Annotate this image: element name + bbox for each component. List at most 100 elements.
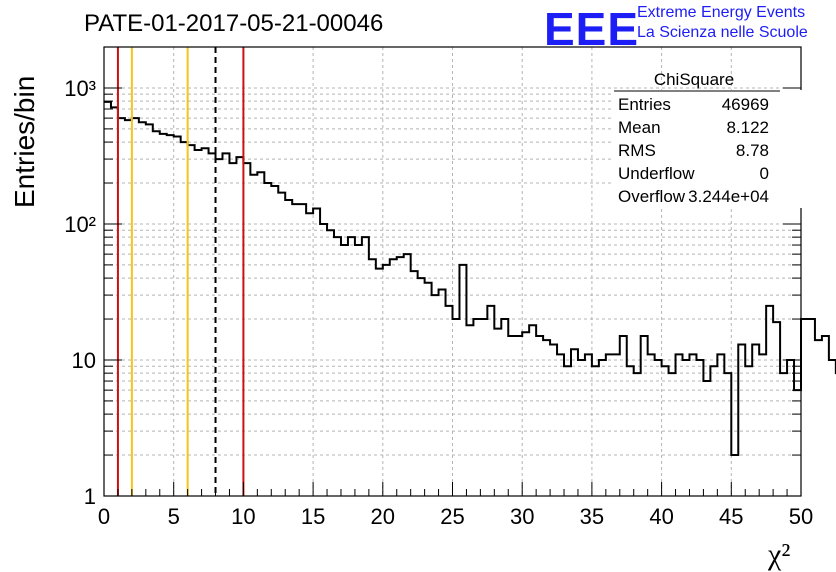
histogram-bin [648,354,655,496]
histogram-bin [550,344,557,496]
histogram-bin [564,366,571,496]
histogram-bin [522,332,529,496]
histogram-bin [229,163,236,496]
histogram-bin [334,237,341,496]
histogram-bin [710,366,717,496]
histogram-bin [202,148,209,496]
histogram-bin [209,153,216,496]
histogram-bin [306,213,313,496]
x-tick-label: 15 [301,504,325,529]
histogram-bin [480,319,487,496]
histogram-outline [104,100,836,457]
x-tick-label: 0 [98,504,110,529]
histogram-bin [362,237,369,496]
x-tick-label: 35 [580,504,604,529]
stats-title: ChiSquare [654,70,734,89]
histogram-bin [759,354,766,496]
stats-box: ChiSquare Entries 46969 Mean 8.122 RMS 8.78 Und… [614,70,805,208]
x-tick-label: 10 [231,504,255,529]
histogram-bin [487,306,494,496]
histogram-bin [801,319,808,496]
histogram-bin [794,390,801,496]
histogram-bin [592,366,599,496]
histogram-bin [320,224,327,496]
histogram-bin [285,200,292,496]
stats-value: 3.244e+04 [688,187,769,206]
histogram-bin [327,230,334,496]
histogram-bin [822,336,829,496]
histogram-bin [243,163,250,496]
y-tick-label: 10³ [64,76,96,101]
histogram-bin [627,366,634,496]
histogram-bin [738,344,745,496]
histogram-bin [466,325,473,496]
histogram-bin [139,122,146,496]
brand-line-2: La Scienza nelle Scuole [637,24,808,41]
x-tick-label: 45 [719,504,743,529]
histogram-bin [348,237,355,496]
histogram-bin [655,360,662,496]
axis-ticks [103,46,802,497]
histogram-bin [453,319,460,496]
x-tick-label: 20 [371,504,395,529]
stats-value: 46969 [722,95,769,114]
histogram-bin [369,259,376,496]
x-tick-label: 25 [440,504,464,529]
histogram-bin [153,131,160,496]
histogram-bin [780,373,787,496]
histogram-bin [571,349,578,496]
histogram-bin [376,269,383,496]
stats-value: 0 [760,164,769,183]
histogram-bin [459,265,466,496]
stats-value: 8.78 [736,141,769,160]
x-axis-label: χ² [768,538,791,571]
histogram-bin [355,245,362,496]
histogram-bin [662,366,669,496]
histogram-bin [257,172,264,496]
stats-value: 8.122 [726,118,769,137]
histogram-bin [703,381,710,496]
histogram-bin [696,360,703,496]
histogram-bin [669,373,676,496]
histogram-bin [104,102,111,496]
histogram-bin [641,336,648,496]
stats-box-bg [614,90,805,208]
histogram-bin [501,319,508,496]
histogram-bin [717,354,724,496]
histogram-bin [292,204,299,496]
histogram-bin [494,329,501,496]
histogram-bin [188,145,195,496]
histogram-bin [125,120,132,496]
histogram-bin [160,134,167,496]
histogram-bin [222,153,229,496]
stats-label: RMS [618,141,656,160]
histogram-bin [529,325,536,496]
histogram-bin [585,354,592,496]
histogram-bin [278,193,285,496]
y-tick-label: 10² [64,212,96,237]
x-tick-label: 5 [168,504,180,529]
x-tick-label: 50 [789,504,813,529]
histogram-bin [425,283,432,496]
y-tick-labels: 1 10 10² 10³ [64,76,96,509]
stats-label: Underflow [618,164,695,183]
histogram-bin [808,319,815,496]
histogram-bin [731,455,738,496]
histogram-bin [404,254,411,496]
histogram-bin [432,295,439,496]
histogram-bin [250,175,257,496]
histogram-bin [829,360,836,496]
histogram-bin [689,354,696,496]
histogram-bin [473,319,480,496]
histogram-bin [341,245,348,496]
histogram-bin [439,289,446,496]
histogram-bin [787,360,794,496]
histogram-bin [264,183,271,496]
histogram-bin [299,204,306,496]
histogram-bin [118,118,125,496]
histogram-bin [683,360,690,496]
stats-label: Overflow [618,187,686,206]
y-tick-label: 10 [72,348,96,373]
x-tick-label: 40 [649,504,673,529]
histogram-bin [271,186,278,496]
